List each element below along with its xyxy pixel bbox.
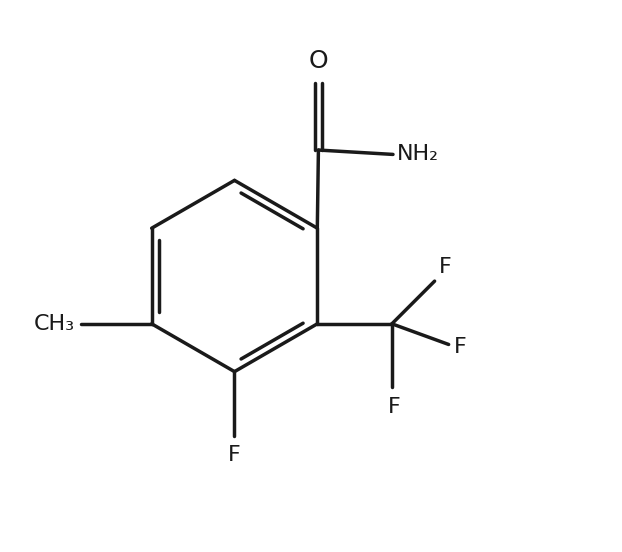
Text: O: O [309,49,328,73]
Text: CH₃: CH₃ [34,314,75,334]
Text: F: F [454,337,467,357]
Text: F: F [388,397,401,417]
Text: F: F [439,257,452,277]
Text: NH₂: NH₂ [397,145,439,164]
Text: F: F [228,445,241,465]
